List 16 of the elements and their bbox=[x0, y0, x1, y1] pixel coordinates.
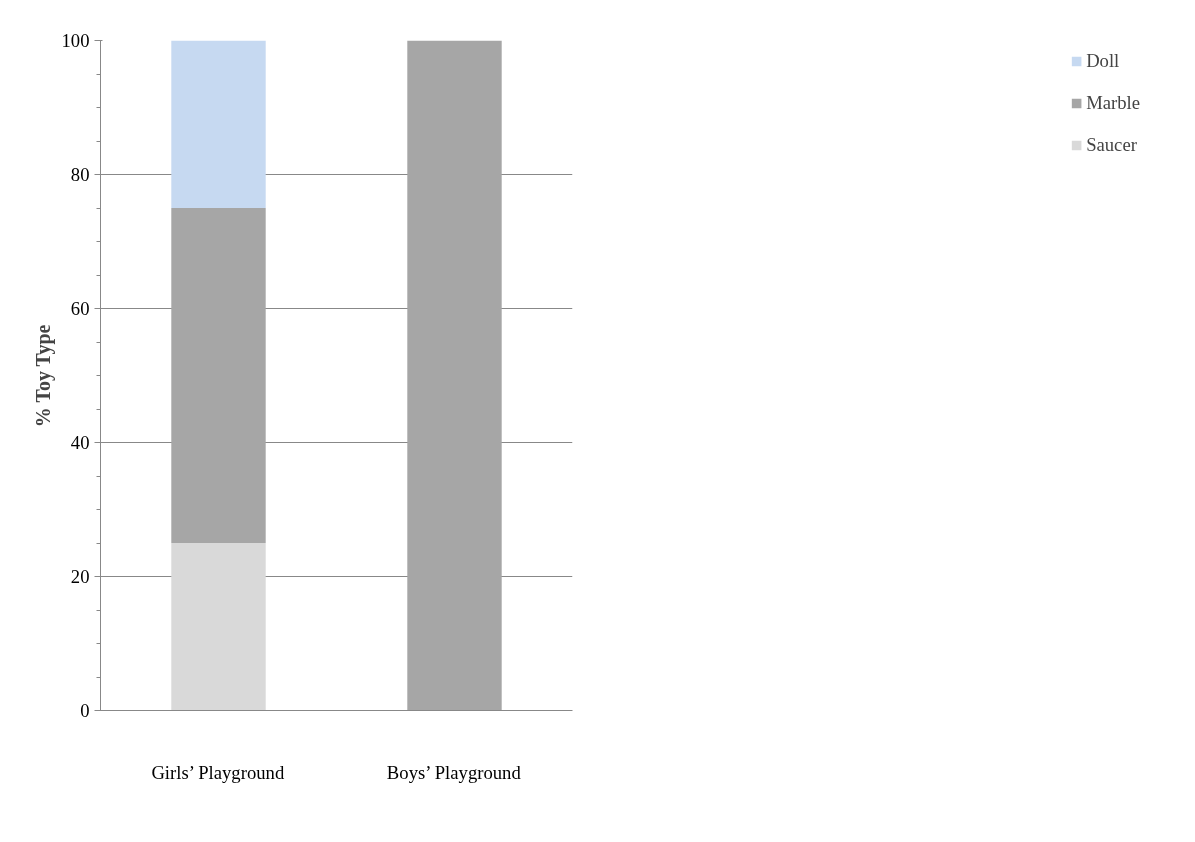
x-tick-label: Boys’ Playground bbox=[386, 761, 522, 783]
bar bbox=[171, 208, 266, 543]
y-axis-title: % Toy Type bbox=[31, 324, 55, 428]
legend-label: Marble bbox=[1086, 92, 1140, 114]
bar bbox=[171, 543, 266, 711]
y-tick-label: 20 bbox=[70, 566, 90, 587]
y-tick-label: 40 bbox=[70, 432, 90, 453]
y-tick-label: 0 bbox=[80, 700, 90, 721]
legend-label: Doll bbox=[1086, 50, 1120, 72]
bar bbox=[171, 40, 266, 208]
y-tick-label: 80 bbox=[70, 164, 90, 185]
bar bbox=[407, 40, 502, 711]
x-tick-label: Girls’ Playground bbox=[151, 761, 285, 783]
legend-label: Saucer bbox=[1086, 134, 1137, 156]
y-tick-label: 100 bbox=[61, 30, 90, 51]
y-tick-label: 60 bbox=[70, 298, 90, 319]
